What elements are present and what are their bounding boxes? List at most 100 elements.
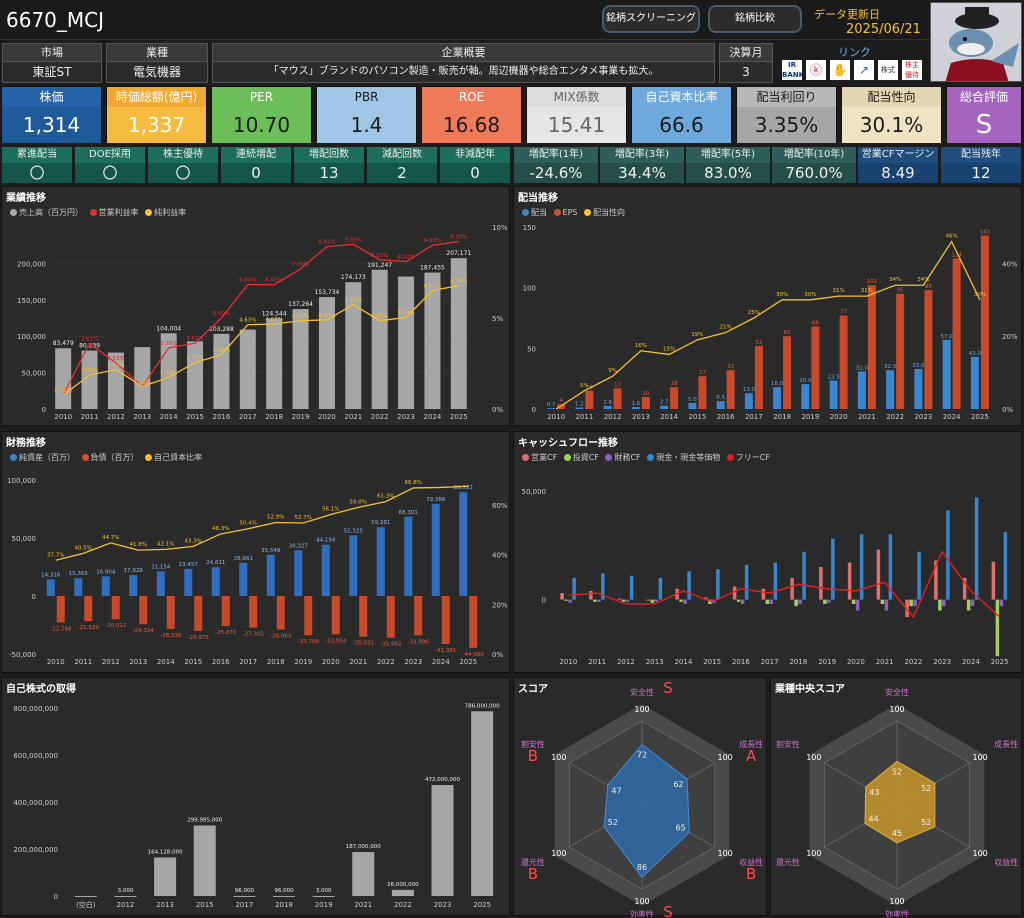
shark-mascot-icon	[931, 3, 1021, 81]
x-tick-label: 2021	[876, 658, 894, 666]
x-tick-label: 2014	[660, 413, 678, 421]
revenue-bar	[134, 347, 151, 409]
equity-label: 28,661	[234, 556, 253, 562]
x-tick-label: 2013	[133, 413, 151, 421]
x-tick-label: 2023	[397, 413, 415, 421]
x-tick-label: 2023	[933, 658, 951, 666]
yutai-link-icon[interactable]: 株主優待	[902, 60, 922, 80]
margin-label: 8.10%	[397, 255, 414, 261]
liability-label: -28,336	[160, 633, 182, 639]
payout-label: 9%	[608, 368, 617, 374]
metric-value: 30.1%	[842, 107, 941, 143]
flag-card: DOE採用〇	[75, 147, 145, 183]
x-tick-label: 2010	[559, 658, 577, 666]
x-tick-label: 2015	[184, 658, 202, 666]
radar-max-label: 100	[889, 897, 904, 906]
y2-tick-label: 40%	[1002, 260, 1018, 268]
cf-bar	[876, 549, 881, 600]
cf-bar	[970, 599, 975, 607]
growth-value: 760.0%	[772, 163, 856, 183]
ir-bank-link-icon[interactable]: IR BANK	[782, 60, 802, 80]
liability-label: -25,870	[215, 630, 237, 636]
radar-value: 52	[921, 784, 931, 793]
margin-label: 8.92%	[318, 240, 335, 246]
metric-value: 1.4	[317, 107, 416, 143]
revenue-label: 187,455	[420, 265, 445, 272]
compare-button[interactable]: 銘柄比較	[708, 5, 802, 33]
metric-label: 配当性向	[842, 87, 941, 107]
buyback-bar	[273, 895, 295, 897]
buyback-bar	[233, 895, 256, 897]
equity-bar	[294, 550, 303, 596]
liability-bar	[56, 596, 65, 623]
y-tick-label: 200,000,000	[13, 846, 58, 854]
payout-label: 16%	[635, 343, 647, 349]
equity-bar	[431, 503, 440, 596]
y-tick-label: 50,000	[22, 370, 47, 378]
liability-bar	[304, 596, 313, 636]
equity-label: 17,928	[124, 568, 144, 574]
equity-bar	[239, 562, 248, 596]
cf-bar	[888, 534, 893, 600]
liability-label: -33,896	[408, 639, 430, 645]
cf-bar	[823, 599, 827, 604]
dividend-chart: 0501001500%20%40%0.7420101.21520112.6172…	[523, 224, 1018, 421]
revenue-bar	[266, 318, 283, 409]
x-tick-label: 2012	[617, 658, 635, 666]
x-tick-label: 2017	[761, 658, 779, 666]
update-label: データ更新日	[814, 8, 880, 21]
eps-bar	[726, 370, 735, 409]
liability-label: -33,054	[325, 638, 347, 644]
cf-bar	[917, 551, 921, 600]
flag-card: 増配回数 13	[294, 147, 364, 183]
eps-bar	[867, 285, 876, 409]
cf-bar	[884, 599, 889, 611]
buyback-chart: 0 200,000,000 400,000,000 600,000,000 800,00…	[13, 703, 500, 909]
kabutan-link-icon[interactable]: ⓚ	[806, 60, 826, 80]
cf-bar	[934, 560, 938, 600]
cf-bar	[880, 599, 885, 604]
flag-value: 0	[221, 163, 291, 183]
fy-label: 決算月	[719, 43, 773, 62]
margin-label: 6.84%	[239, 278, 256, 284]
x-tick-label: 2021	[344, 413, 362, 421]
screening-button[interactable]: 銘柄スクリーニング	[602, 5, 700, 33]
flag-value: 〇	[75, 163, 145, 183]
cf-bar	[740, 599, 745, 604]
cf-bar	[650, 599, 655, 603]
x-tick-label: (空白)	[76, 900, 96, 909]
minkabu-link-icon[interactable]: ✋	[830, 60, 850, 80]
cf-bar	[683, 599, 687, 604]
cf-bar	[564, 599, 568, 601]
chart-link-icon[interactable]: ↗	[854, 60, 874, 80]
dividend-label: 20.5	[799, 378, 812, 384]
y-tick-label: 100,000	[17, 333, 46, 341]
eps-label: 10	[642, 391, 649, 397]
eps-bar	[980, 235, 989, 409]
y-tick-label: 150	[523, 224, 536, 232]
x-tick-label: 2017	[239, 413, 257, 421]
cashflow-panel: キャッシュフロー推移 営業CF 投資CF 財務CF 現金・現金等価物 フリーCF…	[513, 431, 1022, 673]
cf-bar	[765, 599, 770, 604]
buyback-bar	[471, 711, 494, 896]
x-tick-label: 2011	[588, 658, 606, 666]
equity-label: 52,325	[344, 528, 364, 534]
eps-bar	[585, 390, 594, 409]
margin-line	[62, 240, 459, 396]
x-tick-label: 2019	[315, 901, 333, 909]
cf-bar	[601, 573, 605, 600]
revenue-bar	[213, 333, 230, 409]
extra-label: 営業CFマージン	[858, 147, 938, 163]
x-tick-label: 2017	[745, 413, 763, 421]
dividend-bar	[603, 405, 612, 409]
dividend-panel: 配当推移 配当 EPS 配当性向 0 50 100 150 0% 20% 40% 0.7 4 20…	[513, 186, 1022, 426]
cf-bar	[646, 599, 651, 601]
cf-bar	[798, 599, 802, 604]
revenue-label: 174,173	[341, 274, 366, 281]
margin-label: 3.61%	[81, 336, 98, 342]
x-tick-label: 2024	[432, 658, 450, 666]
y-tick-label: 0	[32, 593, 36, 601]
kabuyoho-link-icon[interactable]: 株式	[878, 60, 898, 80]
cf-bar	[732, 586, 737, 600]
x-tick-label: 2022	[394, 901, 412, 909]
